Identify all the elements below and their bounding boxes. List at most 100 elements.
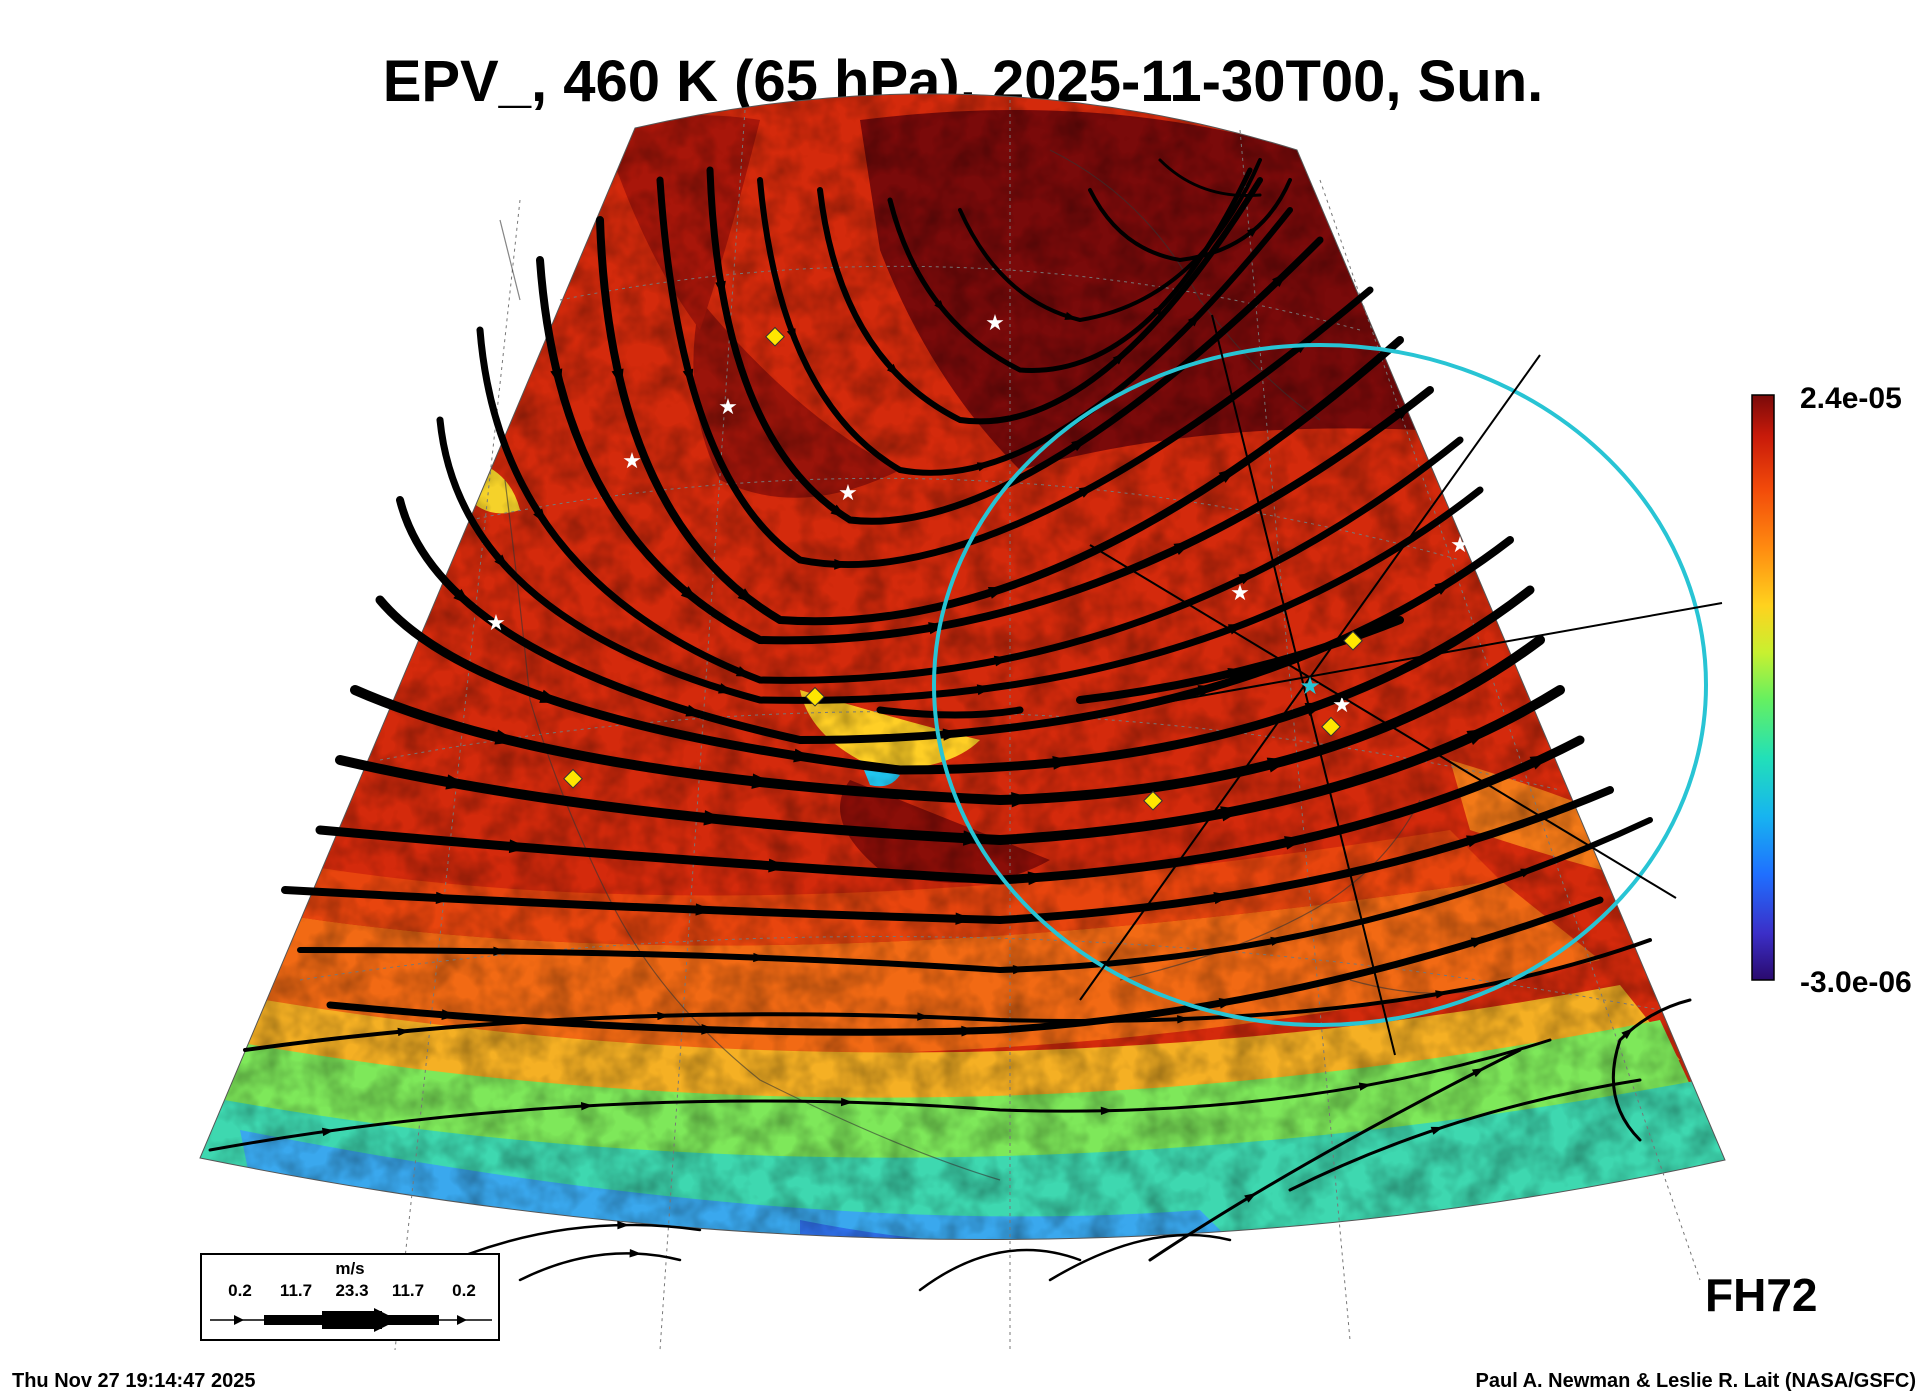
streamline-arrowhead [834,558,850,570]
range-circle: ★ [932,314,1723,1056]
streamline-arrowhead [993,655,1011,667]
streamline-arrowhead [1187,313,1201,327]
streamline-arrowhead [1227,623,1245,635]
streamline-arrowhead [1471,1067,1485,1078]
streamline-arrowhead [961,1025,977,1037]
streamline-arrowhead [976,462,991,472]
streamline-arrowhead [580,1101,594,1111]
streamline-arrowhead [682,368,694,385]
streamline-arrowhead [1435,990,1448,999]
white-star-marker: ★ [486,610,506,635]
streamline-arrowhead [441,1009,458,1021]
streamline-arrowhead [1112,352,1126,365]
colorbar-max-label: 2.4e-05 [1800,382,1902,415]
streamline-arrowhead [1064,311,1078,320]
legend-value: 0.2 [452,1281,476,1300]
streamline-arrowhead [1529,754,1551,770]
streamline-arrowhead [1394,403,1413,420]
streamline-arrowhead [494,729,518,745]
colorbar-min-label: -3.0e-06 [1800,966,1912,999]
streamline-arrowhead [1177,1015,1190,1024]
white-star-marker: ★ [985,310,1005,335]
white-star-marker: ★ [1230,580,1250,605]
streamline-arrowhead [1213,891,1232,905]
streamline-arrowhead [715,280,726,297]
timestamp: Thu Nov 27 19:14:47 2025 [12,1370,256,1392]
streamline-arrowhead [701,1024,717,1035]
streamline-arrowhead [1466,835,1485,848]
streamline-arrowhead [751,773,775,789]
legend-value: 11.7 [279,1281,313,1300]
white-star-marker: ★ [622,448,642,473]
streamline-arrowhead [1173,541,1193,555]
streamline-arrowhead [1197,685,1217,697]
streamline-arrowhead [793,748,814,763]
legend-value: 23.3 [335,1281,369,1300]
streamline-arrowhead [1621,1028,1634,1039]
streamline-arrowhead [718,683,735,694]
yellow-diamond-marker [563,768,583,789]
yellow-diamond-marker [1343,630,1363,651]
streamline-arrowhead [768,858,789,873]
legend-value: 0.2 [228,1281,252,1300]
cyan-star-marker: ★ [1299,673,1321,700]
streamline-arrowhead [987,586,1007,599]
white-star-marker: ★ [718,394,738,419]
legend-arrow-scale [210,1308,492,1332]
streamline-arrowhead [1244,1192,1257,1203]
legend-value: 11.7 [391,1281,425,1300]
white-star-marker: ★ [1332,692,1352,717]
streamline-arrowhead [1238,572,1255,585]
streamline-arrowhead [533,508,547,525]
streamline-arrowhead [657,1011,670,1021]
streamline-arrowhead [753,952,767,963]
streamline-arrowhead [955,912,974,925]
streamline-arrowhead [1434,580,1453,595]
yellow-diamond-marker [1143,790,1163,811]
streamline-arrowhead [1052,755,1073,770]
station-markers: ★ ★ ★ ★ ★ ★ ★ ★ [486,310,1470,811]
streamline-arrowhead [397,1027,410,1037]
streamline-arrowhead [550,368,563,387]
streamline-arrowhead [1153,303,1165,316]
streamline-arrowhead [629,1249,642,1258]
streamline-arrowhead [1430,1126,1444,1135]
streamline-arrowhead [321,1127,335,1137]
streamline-arrowhead [703,810,727,826]
white-star-marker: ★ [1450,532,1470,557]
streamline-arrowhead [1470,937,1488,948]
streamline-arrowhead [494,554,509,570]
streamline-arrowhead [1272,272,1287,288]
streamline-arrowhead [1218,468,1237,483]
streamline-arrowhead [1520,868,1535,878]
streamline-arrowhead [1466,728,1490,745]
streamline-arrowhead [976,684,993,696]
wind-streamlines [208,158,1692,1292]
streamline-arrowhead [539,689,561,703]
wind-speed-legend: m/s 0.2 11.7 23.3 11.7 0.2 [200,1253,500,1341]
streamline-arrowhead [1078,485,1095,498]
legend-unit: m/s [335,1259,365,1278]
streamline-arrowhead [1071,438,1087,452]
streamline-arrowhead [1270,936,1285,946]
streamline-arrowhead [1027,871,1048,886]
streamline-arrowhead [1012,964,1027,975]
streamline-arrowhead [1266,757,1290,773]
streamline-arrowhead [1358,1082,1372,1091]
streamline-arrowhead [611,368,624,388]
forecast-hour-label: FH72 [1705,1269,1818,1321]
streamline-arrowhead [617,1220,630,1230]
streamline-arrowhead [680,586,699,602]
yellow-diamond-marker [1321,716,1341,737]
streamline-arrowhead [1218,998,1235,1009]
streamline-arrowhead [1220,806,1244,822]
credit-line: Paul A. Newman & Leslie R. Lait (NASA/GS… [1475,1370,1916,1392]
streamline-arrowhead [435,891,454,905]
streamline-arrowhead [685,704,705,717]
streamline-arrowhead [737,588,756,604]
yellow-diamond-marker [805,686,825,707]
streamline-arrowhead [493,946,507,956]
streamline-arrowhead [786,328,796,343]
streamline-arrowhead [886,363,900,377]
